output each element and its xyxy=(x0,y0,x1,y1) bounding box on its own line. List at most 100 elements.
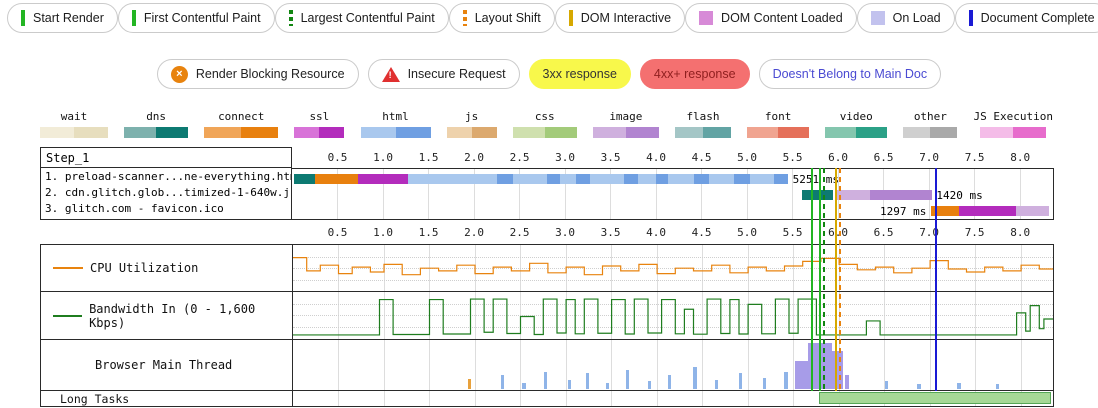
exclamation-glyph: ! xyxy=(388,69,392,80)
resource-type-css: css xyxy=(512,110,577,138)
request-label[interactable]: 1. preload-scanner...ne-everything.html xyxy=(45,170,291,183)
segment-ssl[interactable] xyxy=(358,174,408,184)
time-gridline xyxy=(974,169,976,219)
waterfall-body: 1. preload-scanner...ne-everything.html 2… xyxy=(40,168,1054,220)
time-gridline xyxy=(701,169,703,219)
status-legend-row: × Render Blocking Resource! Insecure Reque… xyxy=(0,59,1098,89)
legend-pill-largest-contentful-paint: Largest Contentful Paint xyxy=(274,3,449,33)
legend-pill-3xx-response: 3xx response xyxy=(528,59,631,89)
cpu-utilization-row: CPU Utilization xyxy=(40,244,1054,292)
document-complete-icon xyxy=(968,10,973,26)
main-thread-activity-bar xyxy=(917,384,921,389)
resource-type-label: font xyxy=(764,110,792,123)
resource-type-connect: connect xyxy=(204,110,279,138)
legend-label: Insecure Request xyxy=(407,67,506,81)
legend-pill-on-load: On Load xyxy=(856,3,955,33)
time-tick-label: 2.0 xyxy=(464,226,484,239)
segment-html-dark[interactable] xyxy=(694,174,709,184)
segment-image-light[interactable] xyxy=(1015,206,1050,216)
h-gridline xyxy=(293,279,1053,281)
time-tick-label: 1.0 xyxy=(373,151,393,164)
request-labels-column: 1. preload-scanner...ne-everything.html 2… xyxy=(40,168,292,220)
segment-html-dark[interactable] xyxy=(575,174,590,184)
segment-dns[interactable] xyxy=(293,174,315,184)
time-gridline xyxy=(382,169,384,219)
time-tick-label: 3.5 xyxy=(600,226,621,239)
segment-html-light[interactable] xyxy=(407,174,789,184)
time-tick-label: 3.5 xyxy=(600,151,621,164)
main-thread-activity-bar xyxy=(831,351,843,389)
time-tick-label: 7.0 xyxy=(919,151,940,164)
main-thread-activity-bar xyxy=(544,371,548,389)
main-thread-activity-bar xyxy=(667,375,672,389)
main-thread-activity-bar xyxy=(957,382,961,389)
cpu-line-sample xyxy=(53,267,83,269)
resource-type-swatch xyxy=(294,127,345,138)
time-tick-label: 0.5 xyxy=(327,151,348,164)
segment-html-dark[interactable] xyxy=(546,174,561,184)
segment-image-light[interactable] xyxy=(836,190,870,200)
time-gridline xyxy=(702,340,704,390)
time-gridline xyxy=(474,391,476,406)
duration-label: 5251 ms xyxy=(792,173,839,186)
legend-pill-first-contentful-paint: First Contentful Paint xyxy=(117,3,275,33)
time-gridline xyxy=(564,169,566,219)
time-tick-label: 3.0 xyxy=(555,226,575,239)
segment-html-dark[interactable] xyxy=(734,174,750,184)
time-tick-label: 0.5 xyxy=(327,226,348,239)
h-gridline xyxy=(293,315,1053,316)
main-thread-activity-bar xyxy=(795,361,809,389)
main-thread-activity-bar xyxy=(522,382,526,389)
waterfall-footer: 0.5 1.0 1.5 2.0 2.5 3.0 3.5 4.0 4.5 5.0 5.5 6.0 6.5 7… xyxy=(40,220,1054,244)
segment-html-dark[interactable] xyxy=(496,174,514,184)
resource-type-swatch xyxy=(903,127,958,138)
dom-content-loaded-icon xyxy=(699,11,714,25)
legend-label: First Contentful Paint xyxy=(143,11,261,25)
time-gridline xyxy=(383,391,385,406)
time-tick-label: 6.5 xyxy=(873,151,894,164)
segment-image-dark[interactable] xyxy=(869,190,932,200)
time-tick-label: 2.5 xyxy=(509,226,530,239)
segment-connect[interactable] xyxy=(930,206,960,216)
main-thread-activity-bar xyxy=(762,377,766,389)
bw-chart-line xyxy=(293,292,1053,339)
resource-type-legend-row: wait dns connect ssl html js css image flash font… xyxy=(40,110,1053,138)
main-thread-activity-bar xyxy=(784,372,788,389)
time-gridline xyxy=(611,391,613,406)
time-gridline xyxy=(747,340,749,390)
main-thread-activity-bar xyxy=(500,375,504,389)
legend-pill-dom-interactive: DOM Interactive xyxy=(554,3,686,33)
resource-type-label: other xyxy=(913,110,947,123)
marker-legend-row: Start Render First Contentful Paint Larges… xyxy=(7,3,1098,33)
on-load-icon xyxy=(870,11,885,25)
request-label[interactable]: 3. glitch.com - favicon.ico xyxy=(45,202,224,215)
time-gridline xyxy=(429,340,431,390)
resource-type-video: video xyxy=(825,110,888,138)
legend-label: Largest Contentful Paint xyxy=(300,11,435,25)
time-gridline xyxy=(884,340,886,390)
resource-type-swatch xyxy=(124,127,189,138)
segment-dns[interactable] xyxy=(801,190,833,200)
time-gridline xyxy=(520,340,522,390)
time-gridline xyxy=(747,391,749,406)
segment-connect[interactable] xyxy=(314,174,359,184)
legend-label: Start Render xyxy=(33,11,104,25)
legend-pill-dom-content-loaded: DOM Content Loaded xyxy=(685,3,857,33)
first-contentful-paint-icon xyxy=(131,10,136,26)
time-tick-label: 3.0 xyxy=(555,151,575,164)
segment-html-dark[interactable] xyxy=(774,174,789,184)
segment-html-dark[interactable] xyxy=(656,174,668,184)
request-label[interactable]: 2. cdn.glitch.glob...timized-1-640w.jpg xyxy=(45,186,291,199)
time-gridline xyxy=(611,340,613,390)
time-gridline xyxy=(428,169,430,219)
legend-label: DOM Content Loaded xyxy=(721,11,843,25)
main-thread-activity-bar xyxy=(626,369,630,389)
resource-type-js: js xyxy=(446,110,497,138)
resource-type-font: font xyxy=(747,110,810,138)
segment-ssl[interactable] xyxy=(959,206,1016,216)
time-tick-label: 5.5 xyxy=(782,151,803,164)
cpu-chart-line xyxy=(293,245,1053,291)
time-gridline xyxy=(337,169,338,219)
segment-html-dark[interactable] xyxy=(624,174,638,184)
